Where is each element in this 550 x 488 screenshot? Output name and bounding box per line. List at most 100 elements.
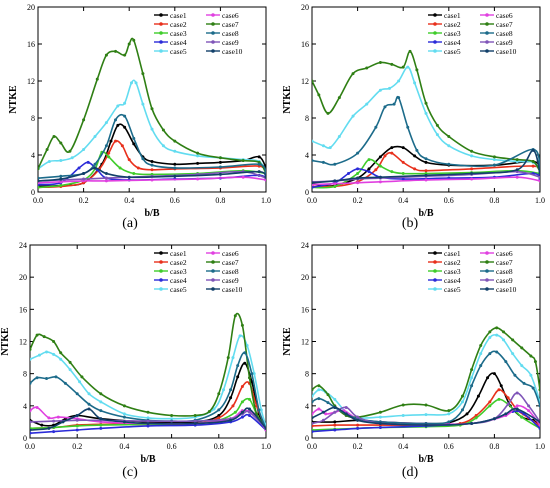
data-point-case9 (146, 419, 150, 423)
data-point-case5 (146, 416, 150, 420)
legend-label-case8: case8 (496, 29, 513, 38)
data-point-case5 (122, 412, 126, 416)
data-point-case4 (356, 426, 360, 430)
data-point-case8 (45, 376, 49, 380)
legend-label-case7: case7 (496, 258, 513, 267)
legend-label-case5: case5 (444, 47, 461, 56)
legend-label-case2: case2 (444, 258, 461, 267)
series-line-case7 (38, 37, 266, 174)
legend-label-case3: case3 (170, 267, 187, 276)
data-point-case7 (470, 368, 474, 372)
data-point-case10 (173, 174, 177, 178)
legend-marker-case1 (159, 13, 163, 17)
data-point-case10 (378, 175, 382, 179)
data-point-case5 (495, 333, 499, 337)
legend-marker-case3 (159, 269, 163, 273)
y-tick-label: 12 (19, 338, 27, 347)
data-point-case7 (52, 135, 56, 138)
data-point-case5 (388, 86, 392, 90)
data-point-case8 (59, 174, 63, 178)
data-point-case7 (38, 167, 40, 171)
data-point-case2 (390, 151, 394, 155)
data-point-case8 (356, 151, 360, 155)
data-point-case5 (447, 144, 451, 148)
data-point-case5 (37, 353, 41, 357)
legend-label-case1: case1 (444, 249, 461, 258)
legend-label-case10: case10 (222, 285, 243, 294)
legend-marker-case1 (433, 13, 437, 17)
data-point-case2 (312, 424, 314, 428)
data-point-case2 (413, 167, 417, 171)
data-point-case7 (470, 149, 474, 153)
data-point-case1 (367, 167, 371, 171)
chart-panel-2: 0.0 0.2 0.4 0.6 0.8 1.0 0 4 8 12 16 20 b/B NTKE (b) cas… (282, 3, 545, 231)
data-point-case2 (424, 169, 428, 173)
legend-label-case3: case3 (444, 267, 461, 276)
data-point-case1 (378, 155, 382, 159)
data-point-case10 (127, 175, 131, 179)
data-point-case6 (424, 178, 428, 182)
chart-panel-1: 0.0 0.2 0.4 0.6 0.8 1.0 0 4 8 12 16 20 b/B NTKE (a) cas… (8, 3, 271, 231)
data-point-case8 (123, 114, 127, 118)
legend-marker-case8 (485, 269, 489, 273)
legend-marker-case7 (485, 260, 489, 264)
data-point-case1 (173, 162, 177, 166)
x-tick-label: 0.8 (489, 442, 499, 451)
y-tick-label: 24 (301, 241, 309, 250)
data-point-case7 (52, 340, 56, 343)
legend-marker-case4 (159, 278, 163, 282)
x-tick-label: 0.0 (33, 196, 43, 205)
series-line-case5 (312, 66, 540, 173)
data-point-case4 (333, 428, 337, 432)
data-point-case5 (488, 335, 492, 339)
data-point-case5 (116, 104, 120, 108)
x-tick-label: 1.0 (535, 442, 545, 451)
data-point-case7 (68, 360, 72, 364)
data-point-case5 (511, 352, 515, 356)
data-point-case10 (424, 173, 428, 177)
y-tick-label: 20 (27, 3, 35, 12)
data-point-case1 (499, 384, 503, 388)
legend-marker-case4 (433, 40, 437, 44)
legend-marker-case2 (433, 260, 437, 264)
legend-marker-case6 (211, 251, 215, 255)
data-point-case5 (30, 357, 32, 361)
data-point-case9 (30, 420, 32, 424)
x-tick-label: 0.4 (398, 196, 408, 205)
data-point-case7 (59, 351, 63, 355)
data-point-case10 (333, 405, 337, 409)
series-group (38, 37, 266, 189)
data-point-case7 (520, 346, 524, 350)
data-point-case10 (104, 172, 108, 175)
data-point-case1 (257, 155, 261, 159)
data-point-case4 (538, 426, 540, 430)
data-point-case7 (193, 413, 197, 417)
data-point-case3 (107, 155, 111, 159)
data-point-case7 (415, 68, 419, 72)
data-point-case3 (488, 404, 492, 408)
data-point-case10 (240, 410, 244, 414)
data-point-case4 (52, 430, 56, 434)
data-point-case7 (196, 151, 200, 155)
data-point-case8 (492, 163, 496, 167)
data-point-case2 (497, 388, 501, 392)
data-point-case7 (173, 139, 177, 143)
x-tick-label: 0.2 (353, 196, 363, 205)
data-point-case8 (217, 408, 221, 412)
data-point-case3 (75, 424, 79, 428)
data-point-case10 (344, 412, 348, 416)
legend-label-case5: case5 (170, 285, 187, 294)
data-point-case5 (460, 400, 464, 404)
data-point-case8 (424, 157, 428, 161)
data-point-case7 (378, 61, 382, 64)
data-point-case8 (513, 373, 517, 377)
data-point-case6 (196, 177, 200, 181)
data-point-case4 (77, 166, 81, 170)
data-point-case3 (132, 172, 136, 175)
data-point-case7 (488, 330, 492, 334)
data-point-case2 (150, 168, 154, 172)
data-point-case7 (170, 413, 174, 417)
data-point-case5 (351, 114, 355, 118)
data-point-case3 (247, 397, 251, 401)
data-point-case7 (207, 409, 211, 413)
